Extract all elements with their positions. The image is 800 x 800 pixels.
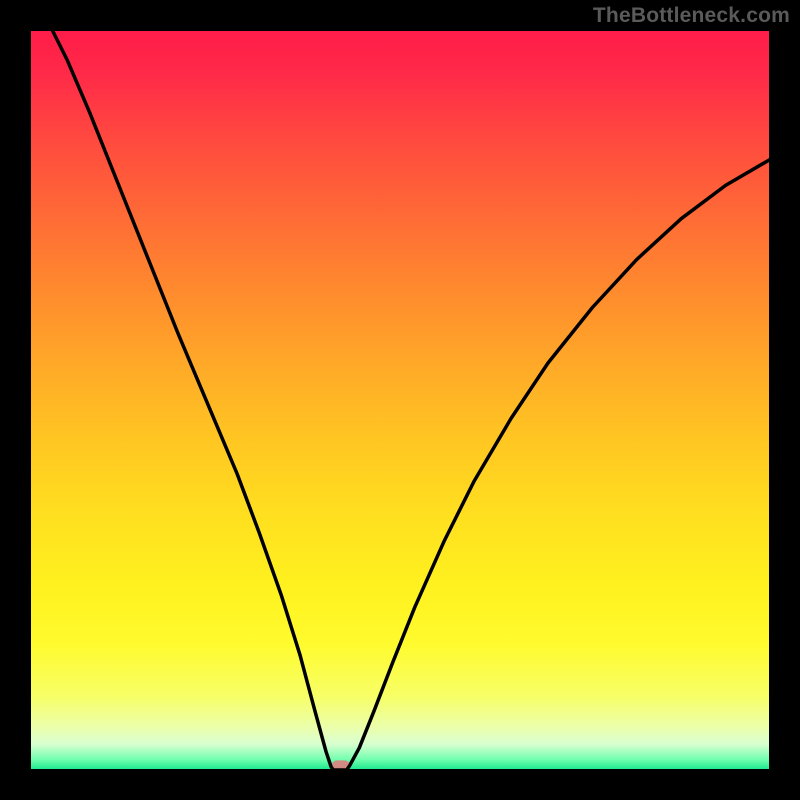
bottleneck-chart-svg	[0, 0, 800, 800]
chart-stage: TheBottleneck.com	[0, 0, 800, 800]
watermark-text: TheBottleneck.com	[593, 4, 790, 28]
plot-gradient-background	[30, 30, 770, 770]
